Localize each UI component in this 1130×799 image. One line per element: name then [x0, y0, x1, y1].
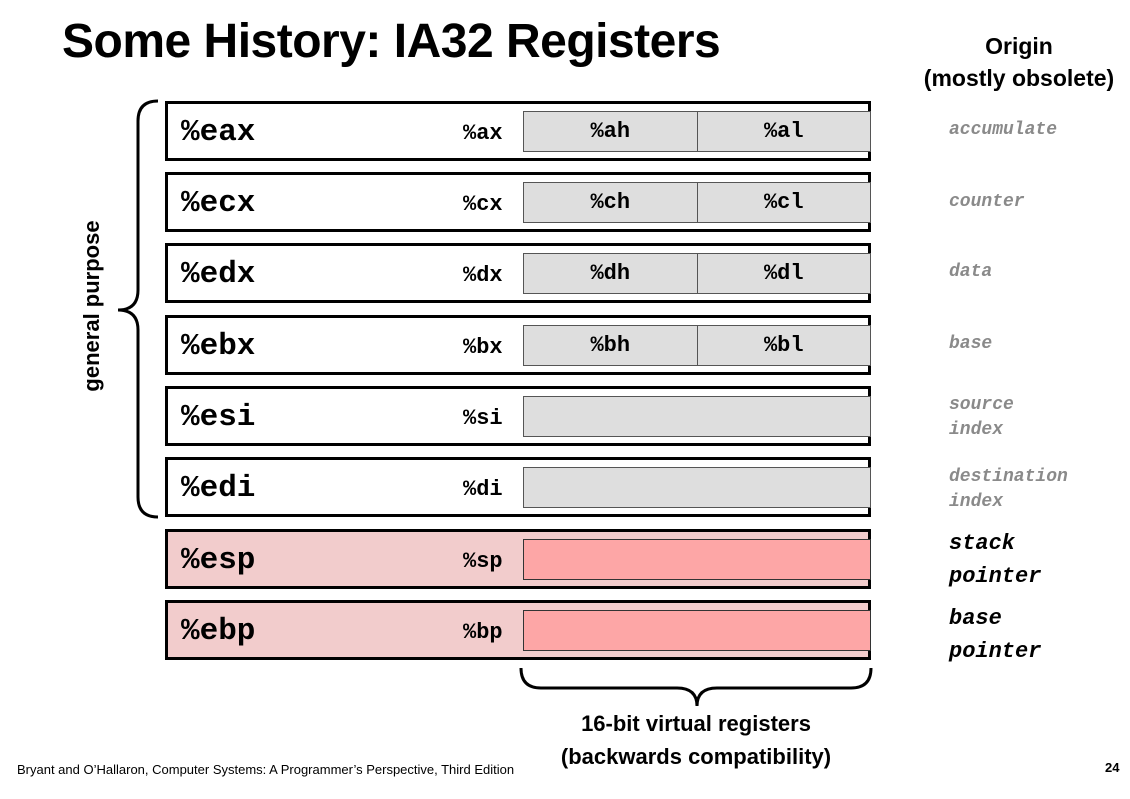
register-16bit: %di: [463, 477, 503, 502]
subregister-box: %dh %dl: [523, 253, 871, 294]
high-byte: %bh: [590, 333, 631, 358]
origin-header-line2: (mostly obsolete): [923, 65, 1115, 91]
register-16bit: %dx: [463, 263, 503, 288]
subregister-box: [523, 610, 871, 651]
register-16bit: %ax: [463, 121, 503, 146]
register-row-ecx: %ecx %cx %ch %cl: [165, 172, 871, 232]
virtual-registers-brace: [519, 667, 873, 707]
register-name: %edx: [181, 257, 256, 292]
origin-header: Origin (mostly obsolete): [905, 30, 1130, 94]
register-name: %esp: [181, 543, 256, 578]
register-name: %edi: [181, 471, 256, 506]
register-16bit: %sp: [463, 549, 503, 574]
caption-line1: 16-bit virtual registers: [581, 711, 811, 736]
origin-accumulate: accumulate: [949, 120, 1058, 140]
register-name: %ebp: [181, 614, 256, 649]
register-row-ebx: %ebx %bx %bh %bl: [165, 315, 871, 375]
origin-source-index: source index: [949, 395, 1014, 440]
register-row-ebp: %ebp %bp: [165, 600, 871, 660]
register-row-esp: %esp %sp: [165, 529, 871, 589]
origin-counter: counter: [949, 192, 1025, 212]
low-byte: %bl: [696, 326, 871, 365]
slide-title: Some History: IA32 Registers: [62, 15, 721, 68]
low-byte: %al: [696, 112, 871, 151]
subregister-box: [523, 539, 871, 580]
subregister-box: %ah %al: [523, 111, 871, 152]
register-row-edx: %edx %dx %dh %dl: [165, 243, 871, 303]
subregister-box: [523, 467, 871, 508]
low-byte: %cl: [696, 183, 871, 222]
register-row-eax: %eax %ax %ah %al: [165, 101, 871, 161]
origin-data: data: [949, 262, 993, 282]
subregister-box: %bh %bl: [523, 325, 871, 366]
register-16bit: %bx: [463, 335, 503, 360]
origin-destination-index: destination index: [949, 467, 1068, 512]
subregister-box: [523, 396, 871, 437]
general-purpose-brace: [117, 99, 159, 519]
register-name: %esi: [181, 400, 256, 435]
register-16bit: %si: [463, 406, 503, 431]
virtual-registers-caption: 16-bit virtual registers (backwards comp…: [520, 707, 872, 773]
register-16bit: %bp: [463, 620, 503, 645]
page-number: 24: [1105, 760, 1120, 775]
high-byte: %ah: [590, 119, 631, 144]
register-name: %eax: [181, 115, 256, 150]
origin-base: base: [949, 334, 993, 354]
general-purpose-label: general purpose: [79, 220, 104, 392]
high-byte: %dh: [590, 261, 631, 286]
register-row-esi: %esi %si: [165, 386, 871, 446]
origin-header-line1: Origin: [985, 33, 1053, 59]
high-byte: %ch: [590, 190, 631, 215]
register-name: %ecx: [181, 186, 256, 221]
origin-base-pointer: base pointer: [949, 606, 1042, 664]
register-row-edi: %edi %di: [165, 457, 871, 517]
caption-line2: (backwards compatibility): [560, 744, 832, 769]
low-byte: %dl: [696, 254, 871, 293]
subregister-box: %ch %cl: [523, 182, 871, 223]
footer-citation: Bryant and O’Hallaron, Computer Systems:…: [17, 762, 515, 777]
register-name: %ebx: [181, 329, 256, 364]
register-16bit: %cx: [463, 192, 503, 217]
origin-stack-pointer: stack pointer: [949, 531, 1042, 589]
